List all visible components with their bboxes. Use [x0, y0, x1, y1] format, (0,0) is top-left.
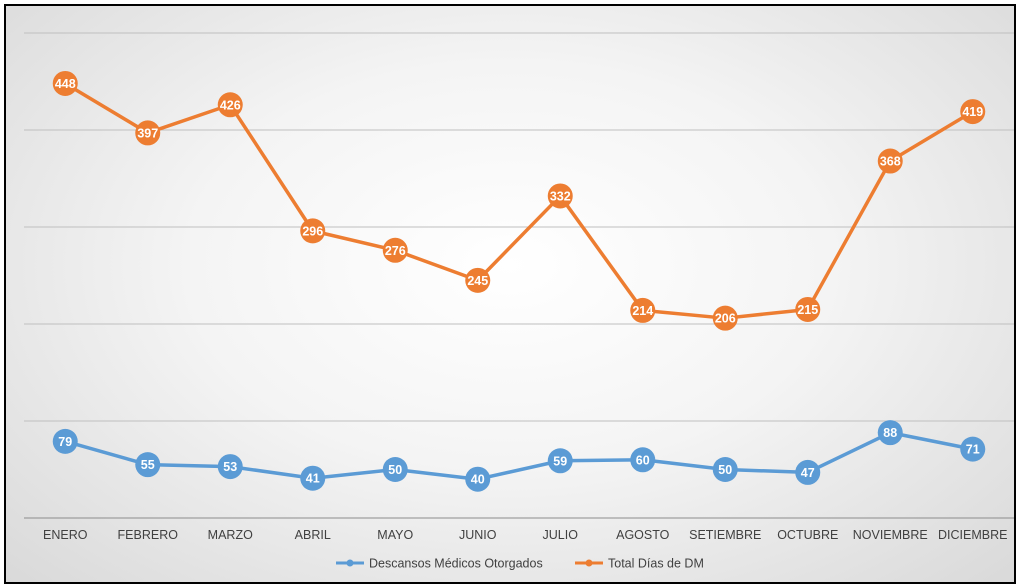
x-tick-label: MARZO	[208, 528, 253, 542]
data-point	[547, 183, 573, 209]
data-markers: 79 55 53 41 50 40 59 60 50 47 88 71 448 397 426 296 276 2…	[52, 70, 986, 492]
data-label: 426	[220, 98, 241, 112]
legend-marker	[585, 559, 593, 567]
data-label: 60	[636, 453, 650, 467]
data-point	[52, 428, 78, 454]
data-label: 50	[718, 463, 732, 477]
data-label: 419	[962, 105, 983, 119]
data-point	[135, 452, 161, 478]
series-line-2	[64, 81, 974, 320]
x-tick-label: ENERO	[43, 528, 88, 542]
x-tick-label: DICIEMBRE	[938, 528, 1007, 542]
data-point	[712, 457, 738, 482]
series-line-1	[64, 430, 974, 481]
data-point	[217, 454, 243, 480]
data-label: 40	[471, 473, 485, 487]
grid-lines	[24, 32, 1014, 422]
data-label: 88	[883, 426, 897, 440]
data-point	[795, 296, 821, 322]
legend-marker	[346, 559, 354, 567]
data-point	[300, 465, 326, 491]
data-label: 368	[880, 155, 901, 169]
data-label: 50	[388, 463, 402, 477]
x-tick-label: MAYO	[377, 528, 413, 542]
data-point	[547, 448, 573, 474]
data-label: 332	[550, 189, 571, 203]
x-tick-label: JUNIO	[459, 528, 497, 542]
x-tick-label: AGOSTO	[616, 528, 670, 542]
data-point	[300, 218, 326, 244]
legend-item-2: Total Días de DM	[575, 557, 704, 571]
data-point	[382, 457, 408, 482]
data-label: 55	[141, 458, 155, 472]
legend-label: Descansos Médicos Otorgados	[369, 557, 543, 571]
data-label: 53	[223, 460, 237, 474]
data-label: 245	[467, 274, 488, 288]
x-tick-label: SETIEMBRE	[689, 528, 761, 542]
x-tick-label: OCTUBRE	[777, 528, 838, 542]
legend: Descansos Médicos Otorgados Total Días de…	[336, 557, 704, 571]
data-point	[135, 120, 161, 146]
data-label: 41	[306, 472, 320, 486]
data-point	[465, 466, 491, 492]
data-label: 296	[302, 224, 323, 238]
data-point	[217, 92, 243, 118]
data-label: 215	[797, 303, 818, 317]
data-label: 214	[632, 304, 653, 318]
legend-label: Total Días de DM	[608, 557, 704, 571]
data-label: 448	[55, 77, 76, 91]
data-label: 71	[966, 443, 980, 457]
x-tick-label: FEBRERO	[118, 528, 179, 542]
data-point	[630, 447, 656, 473]
data-point	[877, 420, 903, 446]
data-point	[960, 436, 986, 462]
x-tick-label: NOVIEMBRE	[853, 528, 928, 542]
data-label: 276	[385, 244, 406, 258]
data-point	[877, 148, 903, 174]
data-point	[52, 70, 78, 96]
chart-frame: 79 55 53 41 50 40 59 60 50 47 88 71 448 397 426 296 276 2…	[4, 4, 1016, 584]
data-point	[465, 267, 491, 293]
data-label: 206	[715, 312, 736, 326]
data-label: 59	[553, 454, 567, 468]
x-tick-label: JULIO	[543, 528, 579, 542]
data-label: 397	[137, 126, 158, 140]
data-label: 47	[801, 466, 815, 480]
data-point	[630, 297, 656, 323]
data-point	[382, 237, 408, 263]
line-chart: 79 55 53 41 50 40 59 60 50 47 88 71 448 397 426 296 276 2…	[24, 32, 1014, 571]
x-tick-label: ABRIL	[295, 528, 331, 542]
x-axis: ENERO FEBRERO MARZO ABRIL MAYO JUNIO JULIO AGOS…	[24, 517, 1014, 542]
data-point	[960, 99, 986, 125]
data-point	[795, 459, 821, 485]
legend-item-1: Descansos Médicos Otorgados	[336, 557, 543, 571]
data-point	[712, 305, 738, 331]
data-label: 79	[58, 435, 72, 449]
series-lines	[64, 81, 974, 481]
